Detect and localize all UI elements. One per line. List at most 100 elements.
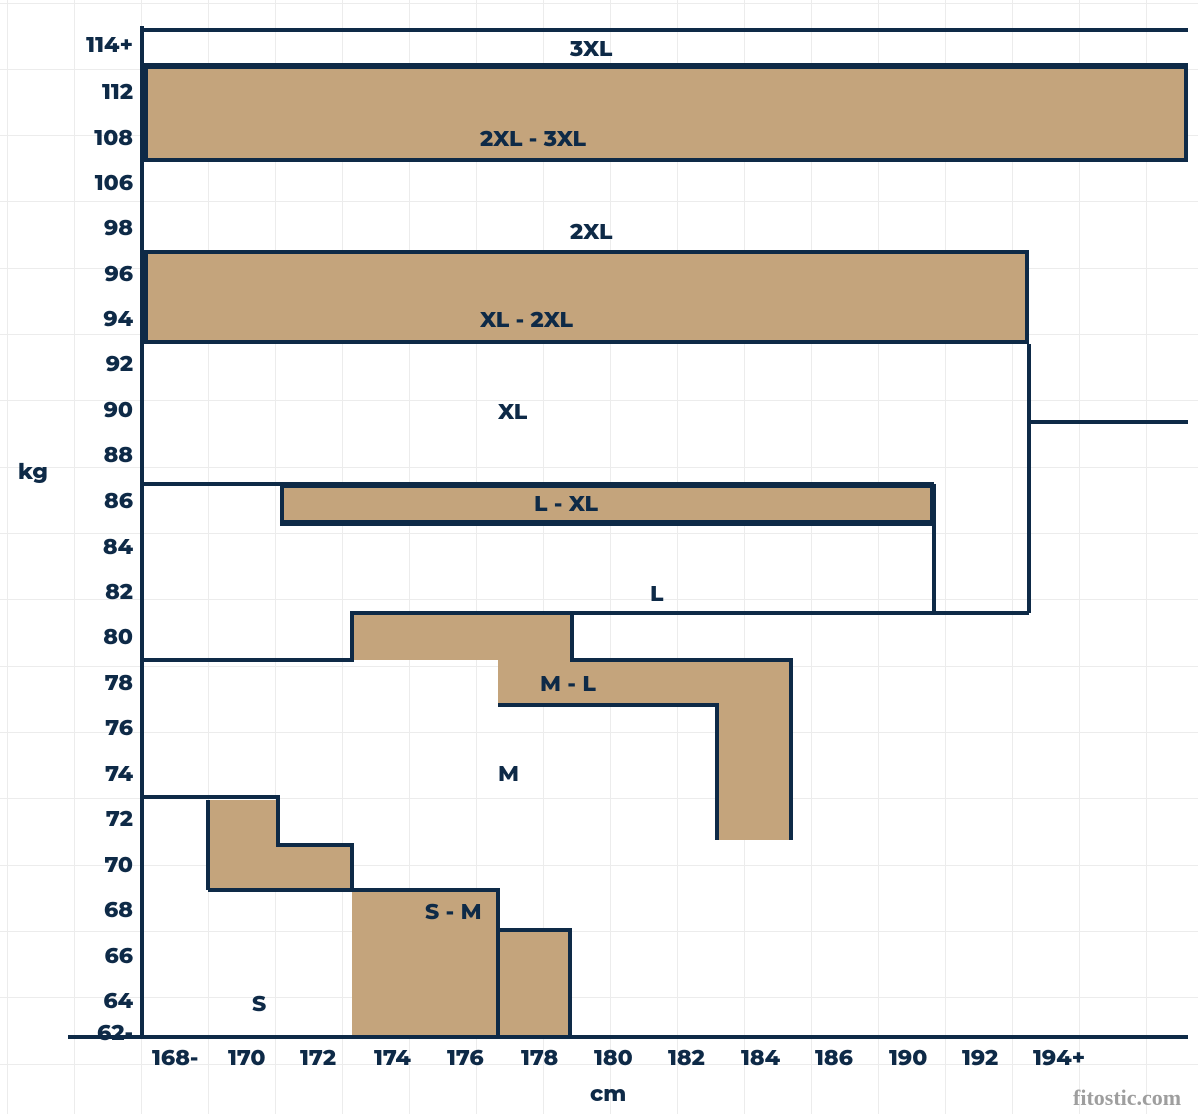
band-xl-label: XL xyxy=(498,398,527,425)
x-tick-label: 178 xyxy=(521,1044,558,1071)
y-tick-label: 96 xyxy=(104,260,133,287)
x-tick-label: 168- xyxy=(152,1044,198,1071)
grid-line-vertical xyxy=(74,0,75,1114)
grid-line-vertical xyxy=(610,0,611,1114)
grid-line-vertical xyxy=(677,0,678,1114)
band-xl-2xl xyxy=(144,250,1029,344)
y-axis-title: kg xyxy=(18,458,48,485)
y-axis-line xyxy=(140,26,144,1039)
grid-line-vertical xyxy=(811,0,812,1114)
x-tick-label: 182 xyxy=(668,1044,705,1071)
grid-line-horizontal xyxy=(0,997,1198,998)
band-m-l-outline xyxy=(0,0,1198,1114)
y-tick-label: 68 xyxy=(104,896,133,923)
band-xl-segment xyxy=(0,0,1198,1114)
grid-line-horizontal xyxy=(0,3,1198,4)
x-tick-label: 190 xyxy=(889,1044,927,1071)
band-l-xl xyxy=(280,484,934,524)
y-tick-label: 84 xyxy=(103,533,133,560)
grid-line-vertical xyxy=(744,0,745,1114)
size-chart: 114+ 112 108 106 98 96 94 92 90 88 86 84 82 80 78 76 74 7… xyxy=(0,0,1198,1114)
grid-line-vertical xyxy=(208,0,209,1114)
y-tick-label: 82 xyxy=(105,578,133,605)
x-tick-label: 184 xyxy=(741,1044,780,1071)
grid-line-horizontal xyxy=(0,865,1198,866)
band-m-l-label: M - L xyxy=(540,670,596,697)
x-axis-line xyxy=(68,1035,1188,1039)
band-m-label: M xyxy=(498,760,519,787)
y-tick-label: 94 xyxy=(103,305,133,332)
band-3xl-label: 3XL xyxy=(570,35,612,62)
y-tick-label: 88 xyxy=(104,441,133,468)
x-axis-title: cm xyxy=(590,1080,626,1107)
band-l-segment xyxy=(0,0,1198,1114)
grid-line-vertical xyxy=(878,0,879,1114)
grid-line-horizontal xyxy=(0,201,1198,202)
y-tick-label: 70 xyxy=(104,851,133,878)
y-tick-label: 90 xyxy=(104,396,133,423)
grid-line-horizontal xyxy=(0,732,1198,733)
grid-line-vertical xyxy=(543,0,544,1114)
grid-line-vertical xyxy=(342,0,343,1114)
x-tick-label: 192 xyxy=(962,1044,998,1071)
band-xl-segment xyxy=(0,0,1198,1114)
grid-line-vertical xyxy=(275,0,276,1114)
band-l-label: L xyxy=(650,580,663,607)
grid-line-horizontal xyxy=(0,533,1198,534)
y-tick-label: 74 xyxy=(105,760,133,787)
y-tick-label: 64 xyxy=(103,987,133,1014)
y-tick-label: 108 xyxy=(94,124,133,151)
band-l-xl-segment xyxy=(0,0,1198,1114)
band-s-m-label: S - M xyxy=(425,898,482,925)
band-s-label: S xyxy=(252,990,266,1017)
y-tick-label: 80 xyxy=(103,623,133,650)
grid-line-vertical xyxy=(409,0,410,1114)
band-l-xl-label: L - XL xyxy=(534,490,598,517)
band-2xl-3xl-label: 2XL - 3XL xyxy=(480,125,586,152)
x-tick-label: 186 xyxy=(815,1044,853,1071)
grid-line-horizontal xyxy=(0,400,1198,401)
x-tick-label: 170 xyxy=(228,1044,265,1071)
x-tick-label: 180 xyxy=(594,1044,633,1071)
y-tick-label: 86 xyxy=(104,487,133,514)
y-tick-label: 66 xyxy=(104,942,133,969)
band-m-l-fill xyxy=(0,0,1198,1114)
band-3xl-segment xyxy=(0,0,1198,1114)
band-2xl-3xl xyxy=(144,65,1188,162)
x-tick-label: 174 xyxy=(374,1044,411,1071)
grid-line-vertical xyxy=(1146,0,1147,1114)
grid-line-vertical xyxy=(476,0,477,1114)
watermark: fitostic.com xyxy=(1073,1085,1181,1111)
y-tick-label: 78 xyxy=(105,669,133,696)
band-s-m-fill xyxy=(0,0,1198,1114)
y-tick-label: 98 xyxy=(104,214,133,241)
y-tick-label: 114+ xyxy=(86,31,133,58)
band-l-segment xyxy=(0,0,1198,1114)
x-tick-label: 172 xyxy=(300,1044,336,1071)
grid-line-vertical xyxy=(1079,0,1080,1114)
band-l-segment xyxy=(0,0,1198,1114)
band-3xl-segment xyxy=(0,0,1198,1114)
band-xl-2xl-label: XL - 2XL xyxy=(480,306,573,333)
grid-line-vertical xyxy=(945,0,946,1114)
grid-line-horizontal xyxy=(0,467,1198,468)
grid-line-horizontal xyxy=(0,666,1198,667)
y-tick-label: 76 xyxy=(105,714,133,741)
y-tick-label: 92 xyxy=(106,350,133,377)
y-tick-label: 106 xyxy=(95,169,133,196)
band-l-xl-segment xyxy=(0,0,1198,1114)
band-l-xl-segment xyxy=(0,0,1198,1114)
x-tick-label: 194+ xyxy=(1033,1044,1085,1071)
y-tick-label: 62- xyxy=(97,1019,133,1046)
grid-line-vertical xyxy=(7,0,8,1114)
grid-line-horizontal xyxy=(0,599,1198,600)
grid-line-horizontal xyxy=(0,931,1198,932)
band-s-segment xyxy=(0,0,1198,1114)
grid-line-horizontal xyxy=(0,798,1198,799)
grid-line-vertical xyxy=(1012,0,1013,1114)
band-2xl-label: 2XL xyxy=(570,218,612,245)
y-tick-label: 72 xyxy=(106,805,133,832)
band-s-m-outline xyxy=(0,0,1198,1114)
x-tick-label: 176 xyxy=(447,1044,484,1071)
y-tick-label: 112 xyxy=(102,78,133,105)
